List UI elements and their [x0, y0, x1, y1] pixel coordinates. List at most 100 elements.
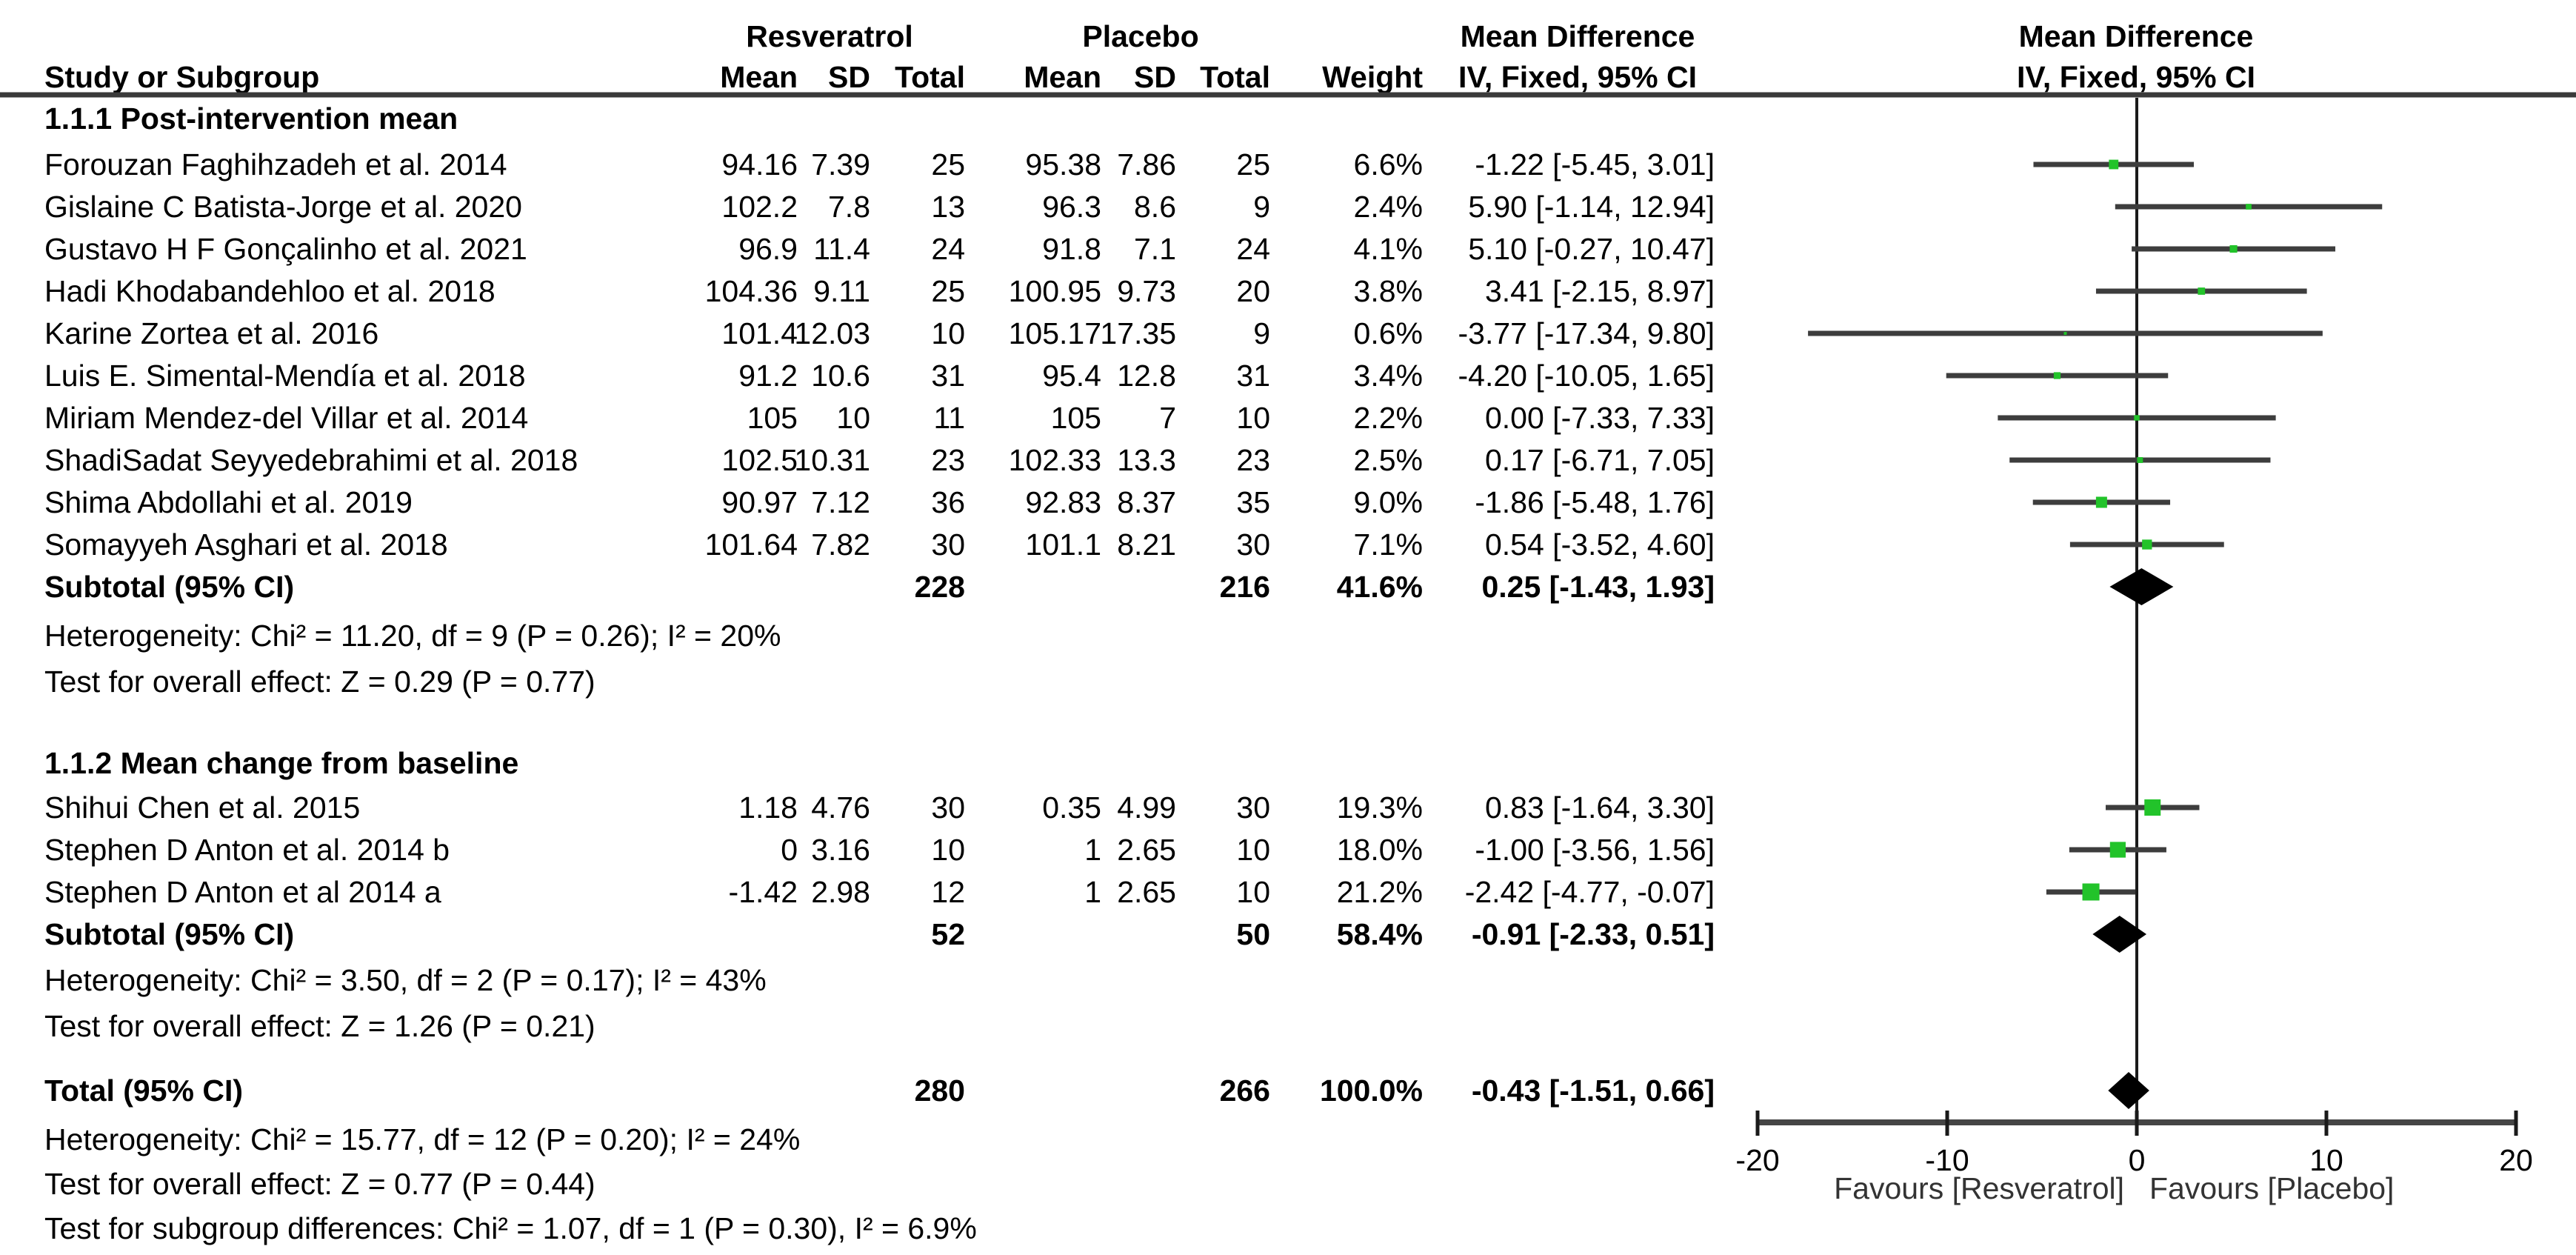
total2-col-header: Total — [1200, 60, 1270, 94]
study-row-weight: 2.5% — [1353, 443, 1423, 477]
study-row-name: Shihui Chen et al. 2015 — [44, 790, 361, 825]
axis-tick-label: 0 — [2129, 1143, 2146, 1177]
study-row-mean2: 101.1 — [1025, 527, 1101, 562]
study-row-mean1: 105 — [747, 401, 798, 435]
favours-left-label: Favours [Resveratrol] — [1834, 1171, 2124, 1205]
study-row-total1: 25 — [931, 274, 965, 308]
study-row-total2: 30 — [1236, 527, 1270, 562]
study-row-mean1: 90.97 — [721, 485, 798, 519]
study-row-name: Forouzan Faghihzadeh et al. 2014 — [44, 147, 507, 182]
study-row-ci: -1.86 [-5.48, 1.76] — [1475, 485, 1715, 519]
study-row-ci: 0.17 [-6.71, 7.05] — [1484, 443, 1715, 477]
study-row-mean1: 96.9 — [738, 232, 798, 266]
total-row-total2: 266 — [1219, 1073, 1270, 1108]
sd2-col-header: SD — [1134, 60, 1176, 94]
study-row-total2: 31 — [1236, 359, 1270, 393]
study-row-sd1: 10 — [836, 401, 870, 435]
study-row-sd2: 7 — [1159, 401, 1176, 435]
study-row-sd2: 8.21 — [1117, 527, 1176, 562]
study-row-total2: 35 — [1236, 485, 1270, 519]
study-row-total2: 25 — [1236, 147, 1270, 182]
subtotal-row-weight: 41.6% — [1336, 570, 1423, 604]
study-row-total1: 12 — [931, 875, 965, 909]
study-row-sd2: 7.86 — [1117, 147, 1176, 182]
total1-col-header: Total — [895, 60, 965, 94]
total-row-name: Total (95% CI) — [44, 1073, 244, 1108]
pooled-diamond — [2092, 916, 2147, 953]
study-row-mean2: 105 — [1050, 401, 1101, 435]
axis-tick-label: 20 — [2499, 1143, 2533, 1177]
study-row-ci: -1.00 [-3.56, 1.56] — [1475, 833, 1715, 867]
overall-effect-text: Test for overall effect: Z = 0.29 (P = 0… — [44, 665, 595, 699]
group2-header: Placebo — [1082, 19, 1199, 53]
study-row-sd2: 8.37 — [1117, 485, 1176, 519]
effect-square — [2142, 539, 2152, 550]
favours-right-label: Favours [Placebo] — [2149, 1171, 2394, 1205]
study-row-sd2: 2.65 — [1117, 875, 1176, 909]
subtotal-row-name: Subtotal (95% CI) — [44, 917, 295, 951]
study-row-mean2: 95.38 — [1025, 147, 1101, 182]
study-row-sd1: 7.12 — [811, 485, 870, 519]
total-row-total1: 280 — [914, 1073, 965, 1108]
study-row-weight: 6.6% — [1353, 147, 1423, 182]
study-row-name: Hadi Khodabandehloo et al. 2018 — [44, 274, 495, 308]
study-row-total1: 11 — [933, 401, 965, 435]
study-row-total1: 25 — [931, 147, 965, 182]
study-row-weight: 21.2% — [1336, 875, 1423, 909]
study-row-sd1: 10.31 — [794, 443, 870, 477]
study-row-mean2: 105.17 — [1008, 316, 1101, 350]
effect-square — [2053, 372, 2061, 379]
study-row-sd1: 7.8 — [828, 190, 870, 224]
subtotal-row-weight: 58.4% — [1336, 917, 1423, 951]
effect-header-left: Mean Difference — [1460, 19, 1695, 53]
total-row-ci: -0.43 [-1.51, 0.66] — [1471, 1073, 1715, 1108]
subtotal-row-total2: 216 — [1219, 570, 1270, 604]
axis-tick-label: -10 — [1925, 1143, 1969, 1177]
study-row-total2: 30 — [1236, 790, 1270, 825]
effect-square — [2095, 496, 2107, 508]
pooled-diamond — [2108, 1072, 2149, 1109]
study-row-weight: 0.6% — [1353, 316, 1423, 350]
heterogeneity-text: Heterogeneity: Chi² = 3.50, df = 2 (P = … — [44, 963, 767, 997]
method-header-left: IV, Fixed, 95% CI — [1458, 60, 1698, 94]
study-row-total2: 10 — [1236, 875, 1270, 909]
sd1-col-header: SD — [828, 60, 870, 94]
subgroup-differences-text: Test for subgroup differences: Chi² = 1.… — [44, 1211, 977, 1245]
study-row-mean1: 102.2 — [721, 190, 798, 224]
study-row-weight: 19.3% — [1336, 790, 1423, 825]
study-row-weight: 3.4% — [1353, 359, 1423, 393]
study-row-ci: 0.54 [-3.52, 4.60] — [1484, 527, 1715, 562]
study-row-weight: 3.8% — [1353, 274, 1423, 308]
effect-header-right: Mean Difference — [2018, 19, 2254, 53]
study-row-mean1: 101.64 — [704, 527, 798, 562]
study-row-mean2: 92.83 — [1025, 485, 1101, 519]
study-row-ci: 5.10 [-0.27, 10.47] — [1468, 232, 1715, 266]
study-row-mean1: 104.36 — [704, 274, 798, 308]
study-row-total1: 10 — [931, 316, 965, 350]
subtotal-row-total1: 228 — [914, 570, 965, 604]
study-row-mean1: 102.5 — [721, 443, 798, 477]
study-row-mean1: 94.16 — [721, 147, 798, 182]
study-row-name: Gislaine C Batista-Jorge et al. 2020 — [44, 190, 522, 224]
study-row-ci: 0.83 [-1.64, 3.30] — [1484, 790, 1715, 825]
mean1-col-header: Mean — [720, 60, 798, 94]
study-row-total1: 30 — [931, 527, 965, 562]
pooled-diamond — [2109, 568, 2174, 605]
study-row-mean2: 1 — [1084, 833, 1101, 867]
study-row-weight: 9.0% — [1353, 485, 1423, 519]
study-row-name: Miriam Mendez-del Villar et al. 2014 — [44, 401, 529, 435]
study-row-name: ShadiSadat Seyyedebrahimi et al. 2018 — [44, 443, 578, 477]
study-row-sd2: 2.65 — [1117, 833, 1176, 867]
study-row-total2: 10 — [1236, 401, 1270, 435]
heterogeneity-text: Heterogeneity: Chi² = 11.20, df = 9 (P =… — [44, 619, 781, 653]
effect-square — [2109, 842, 2126, 858]
study-row-mean1: 1.18 — [738, 790, 798, 825]
study-row-total2: 9 — [1253, 190, 1270, 224]
study-row-sd2: 12.8 — [1117, 359, 1176, 393]
subtotal-row-total1: 52 — [931, 917, 965, 951]
axis-tick-label: -20 — [1735, 1143, 1779, 1177]
effect-square — [2198, 287, 2206, 295]
total-row-weight: 100.0% — [1319, 1073, 1423, 1108]
study-row-mean2: 102.33 — [1008, 443, 1101, 477]
